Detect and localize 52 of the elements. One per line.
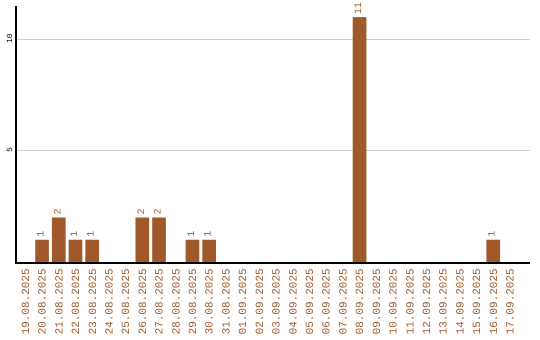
x-tick-label: 07.09.2025 bbox=[338, 268, 350, 334]
data-label: 1 bbox=[86, 230, 98, 237]
x-tick-label: 19.08.2025 bbox=[20, 268, 33, 334]
x-tick-label: 21.08.2025 bbox=[54, 268, 66, 334]
x-tick-label: 20.08.2025 bbox=[38, 268, 50, 334]
x-tick-label: 29.08.2025 bbox=[188, 268, 200, 334]
x-tick-label: 05.09.2025 bbox=[305, 268, 318, 334]
data-label: 1 bbox=[488, 230, 499, 237]
x-tick-label: 23.08.2025 bbox=[88, 268, 100, 334]
x-tick-label: 16.09.2025 bbox=[488, 268, 501, 334]
data-label: 1 bbox=[36, 230, 48, 237]
x-tick-label: 17.09.2025 bbox=[506, 268, 518, 334]
bar bbox=[486, 240, 500, 262]
data-label: 2 bbox=[53, 208, 64, 214]
bar bbox=[202, 240, 216, 262]
x-tick-label: 24.08.2025 bbox=[104, 268, 116, 334]
x-tick-label: 08.09.2025 bbox=[355, 268, 368, 334]
y-tick-label: 5 bbox=[6, 146, 15, 152]
x-tick-label: 01.09.2025 bbox=[238, 268, 250, 334]
x-tick-label: 15.09.2025 bbox=[472, 268, 484, 334]
x-tick-label: 28.08.2025 bbox=[171, 268, 184, 334]
data-label: 1 bbox=[204, 230, 215, 237]
x-tick-label: 25.08.2025 bbox=[121, 268, 134, 334]
x-tick-label: 22.08.2025 bbox=[71, 268, 84, 334]
data-label: 2 bbox=[154, 208, 165, 214]
x-tick-label: 06.09.2025 bbox=[322, 268, 334, 334]
bar bbox=[68, 240, 82, 262]
x-tick-label: 30.08.2025 bbox=[204, 268, 217, 334]
data-label: 1 bbox=[70, 230, 81, 237]
x-tick-label: 12.09.2025 bbox=[422, 268, 434, 334]
x-tick-label: 27.08.2025 bbox=[154, 268, 167, 334]
x-tick-label: 26.08.2025 bbox=[138, 268, 150, 334]
data-label: 11 bbox=[354, 2, 366, 14]
x-tick-label: 04.09.2025 bbox=[288, 268, 300, 334]
x-tick-label: 02.09.2025 bbox=[254, 268, 267, 334]
y-tick-label: 10 bbox=[6, 33, 15, 43]
bar bbox=[85, 240, 100, 262]
data-label: 2 bbox=[136, 208, 148, 214]
bar bbox=[52, 217, 66, 262]
bar bbox=[186, 240, 200, 262]
x-tick-label: 11.09.2025 bbox=[405, 268, 418, 334]
x-tick-label: 09.09.2025 bbox=[372, 268, 384, 334]
x-tick-label: 31.08.2025 bbox=[221, 268, 234, 334]
bar bbox=[35, 240, 49, 262]
bar bbox=[152, 217, 166, 262]
x-tick-label: 10.09.2025 bbox=[388, 268, 401, 334]
x-tick-label: 03.09.2025 bbox=[272, 268, 284, 334]
x-tick-label: 13.09.2025 bbox=[438, 268, 451, 334]
bar bbox=[135, 217, 150, 262]
bar bbox=[352, 17, 366, 262]
data-label: 1 bbox=[186, 230, 198, 237]
x-tick-label: 14.09.2025 bbox=[455, 268, 468, 334]
